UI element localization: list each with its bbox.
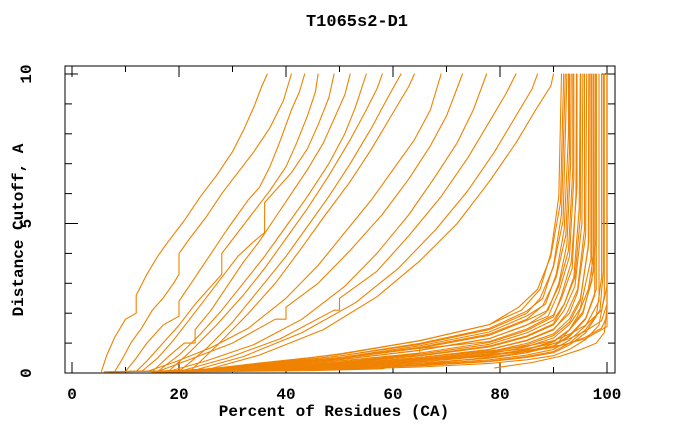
- model-curve: [199, 73, 590, 372]
- model-curve: [157, 73, 367, 373]
- y-tick-label: 0: [18, 368, 36, 378]
- model-curve: [494, 73, 608, 369]
- model-curve: [231, 73, 568, 371]
- model-curve: [189, 73, 593, 372]
- model-curve: [167, 73, 488, 373]
- x-tick-label: 60: [383, 386, 402, 404]
- model-curve: [124, 73, 306, 373]
- x-tick-label: 100: [593, 386, 622, 404]
- plot-frame: [64, 65, 616, 374]
- model-curve: [189, 73, 539, 373]
- model-curve: [103, 73, 608, 373]
- model-curve: [146, 73, 442, 373]
- model-curve: [210, 73, 582, 372]
- model-curve: [151, 73, 608, 373]
- model-curve: [194, 73, 563, 372]
- model-curve: [114, 73, 292, 373]
- model-curve: [237, 73, 565, 371]
- y-axis-title: Distance Cutoff, A: [10, 143, 28, 317]
- model-curve: [215, 73, 578, 372]
- y-tick-label: 10: [18, 64, 36, 83]
- model-curve: [167, 73, 578, 372]
- model-curve: [157, 73, 584, 372]
- model-curve: [178, 73, 572, 372]
- model-curve: [226, 73, 571, 371]
- model-curve: [135, 73, 595, 373]
- model-curve: [151, 73, 351, 373]
- x-tick-label: 0: [67, 386, 77, 404]
- x-tick-label: 80: [490, 386, 509, 404]
- model-curve: [157, 73, 464, 373]
- model-curve: [167, 73, 383, 373]
- x-tick-label: 40: [276, 386, 295, 404]
- model-curve: [189, 73, 415, 373]
- model-curve: [199, 73, 555, 373]
- model-curve: [124, 73, 600, 373]
- model-curve: [221, 73, 574, 372]
- x-tick-label: 20: [169, 386, 188, 404]
- model-curve: [178, 73, 517, 373]
- model-curve: [130, 73, 597, 373]
- model-curve: [178, 73, 596, 372]
- model-curve: [162, 73, 581, 372]
- model-curve: [100, 73, 268, 373]
- model-curve: [135, 73, 319, 373]
- model-curve: [141, 73, 335, 373]
- model-curve: [119, 73, 603, 373]
- model-curve: [424, 73, 597, 365]
- x-axis-title: Percent of Residues (CA): [218, 403, 450, 421]
- plot-title: T1065s2-D1: [305, 13, 409, 32]
- model-curve: [205, 73, 586, 372]
- model-curve: [167, 73, 604, 373]
- y-tick-label: 5: [18, 219, 36, 229]
- model-curve: [178, 73, 402, 373]
